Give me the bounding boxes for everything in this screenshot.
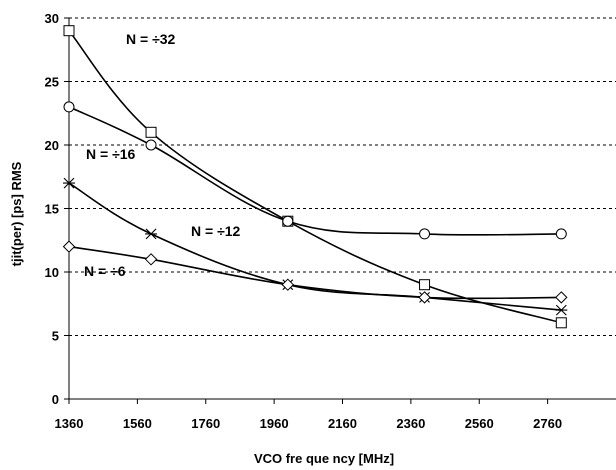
marker-n32-4 xyxy=(555,317,567,329)
marker-n12-1 xyxy=(145,228,158,240)
marker-n16-4 xyxy=(555,228,567,240)
marker-n32-1 xyxy=(145,126,157,138)
marker-n32-3 xyxy=(419,279,431,291)
marker-n16-3 xyxy=(419,228,431,240)
x-tick-label-2760: 2760 xyxy=(533,416,562,431)
y-axis-title: tjit(per) [ps] RMS xyxy=(9,161,24,266)
y-tick-label-30: 30 xyxy=(45,11,59,26)
marker-n32-0 xyxy=(63,25,75,37)
marker-n16-0 xyxy=(63,101,75,113)
x-tick-label-2160: 2160 xyxy=(328,416,357,431)
marker-n6-0 xyxy=(62,240,76,253)
marker-n12-4 xyxy=(555,304,568,316)
series-labels: N = ÷32 N = ÷16 N = ÷12 N = ÷6 xyxy=(84,31,241,279)
marker-n12-0 xyxy=(63,177,75,189)
tick-labels: 0 5 10 15 20 25 30 1360 1560 1760 1960 2160 2360 2560… xyxy=(45,11,563,431)
y-tick-label-10: 10 xyxy=(45,265,59,280)
marker-n6-4 xyxy=(555,291,568,304)
marker-n16-1 xyxy=(145,139,157,151)
marker-n6-3 xyxy=(418,291,431,304)
series-line-n12 xyxy=(68,182,562,311)
series-label-n32: N = ÷32 xyxy=(126,31,176,47)
series-line-n6 xyxy=(68,245,562,300)
series-n32 xyxy=(63,25,567,329)
plot-area xyxy=(62,25,568,329)
series-n6 xyxy=(62,240,568,304)
series-n16 xyxy=(63,101,567,240)
x-tick-label-2560: 2560 xyxy=(465,416,494,431)
y-tick-label-0: 0 xyxy=(52,392,59,407)
series-label-n6: N = ÷6 xyxy=(84,263,126,279)
x-tick-label-2360: 2360 xyxy=(396,416,425,431)
y-tick-label-15: 15 xyxy=(45,202,59,217)
series-line-n16 xyxy=(68,106,562,236)
series-label-n12: N = ÷12 xyxy=(191,223,241,239)
x-tick-label-1760: 1760 xyxy=(191,416,220,431)
marker-n6-2 xyxy=(281,278,295,291)
grid xyxy=(69,17,616,336)
marker-n16-2 xyxy=(282,215,294,227)
y-tick-label-25: 25 xyxy=(45,75,59,90)
marker-n6-1 xyxy=(144,253,158,266)
series-label-n16: N = ÷16 xyxy=(86,146,136,162)
y-tick-label-20: 20 xyxy=(45,138,59,153)
x-axis-title: VCO fre que ncy [MHz] xyxy=(254,451,394,466)
y-tick-label-5: 5 xyxy=(52,329,59,344)
x-tick-label-1360: 1360 xyxy=(55,416,84,431)
x-tick-label-1560: 1560 xyxy=(123,416,152,431)
series-line-n32 xyxy=(68,30,562,324)
axes xyxy=(64,17,616,404)
series-n12 xyxy=(63,177,568,316)
x-tick-label-1960: 1960 xyxy=(260,416,289,431)
